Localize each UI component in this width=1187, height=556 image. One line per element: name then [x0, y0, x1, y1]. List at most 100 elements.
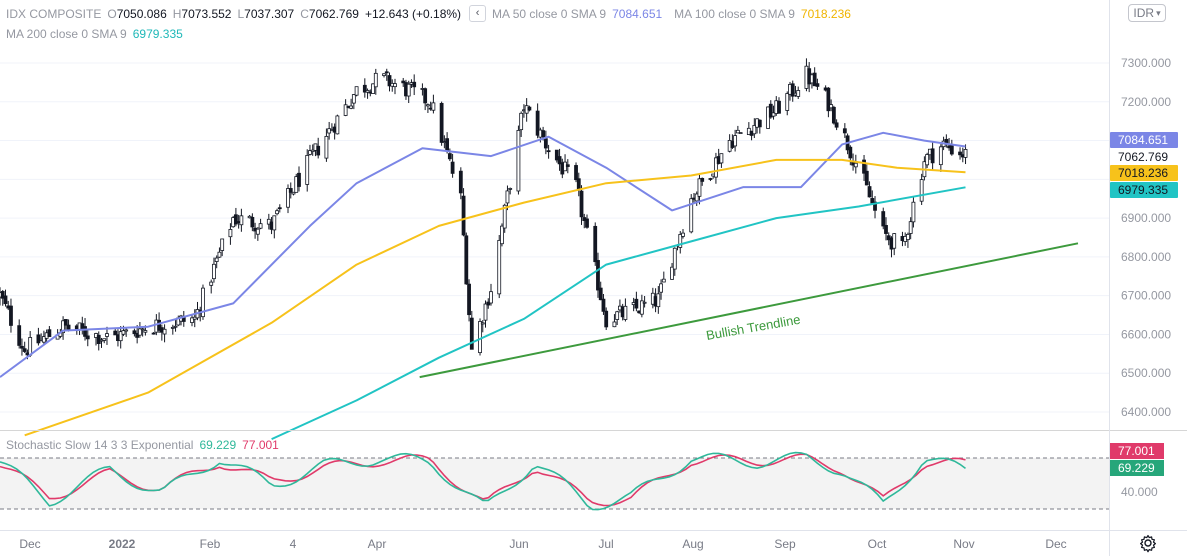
candle-body — [694, 193, 699, 202]
time-tick-label: Nov — [953, 537, 974, 551]
low-label: L — [237, 6, 245, 21]
ma200-label[interactable]: MA 200 close 0 SMA 9 — [6, 27, 127, 41]
candle-body — [672, 247, 677, 270]
candle-body — [661, 278, 666, 283]
candle-body — [423, 88, 428, 104]
stoch-d-badge — [1110, 443, 1164, 459]
candle-body — [938, 146, 943, 166]
candle-body — [697, 178, 702, 197]
ma200-badge-text: 6979.335 — [1118, 183, 1168, 197]
price-tick-label: 7300.000 — [1121, 56, 1171, 70]
candle-body — [137, 328, 142, 336]
time-tick-label: Aug — [682, 537, 703, 551]
time-tick-label: Apr — [368, 537, 387, 551]
stoch-band — [0, 458, 1109, 509]
change-value: +12.643 (+0.18%) — [364, 6, 462, 21]
candle-body — [574, 165, 578, 181]
candle-body — [881, 211, 886, 227]
candle-body — [678, 234, 683, 248]
candle-body — [906, 233, 910, 241]
candle-body — [670, 266, 674, 280]
price-tick-label: 6900.000 — [1121, 211, 1171, 225]
candle-body — [949, 144, 954, 155]
time-tick-label: Dec — [1045, 537, 1066, 551]
candle-body — [20, 345, 24, 349]
stoch-k-line[interactable] — [0, 451, 966, 511]
candle-body — [639, 300, 644, 315]
candle-body — [36, 334, 41, 344]
candle-body — [892, 233, 897, 249]
candle-body — [867, 186, 872, 198]
candle-body — [601, 298, 606, 312]
candle-body — [445, 138, 450, 152]
bullish-trendline[interactable] — [419, 242, 1079, 379]
candle-body — [382, 73, 386, 76]
candle-body — [83, 326, 87, 337]
candle-body — [439, 102, 444, 143]
ma50-value: 7084.651 — [612, 6, 663, 21]
candle-body — [63, 319, 68, 326]
candle-body — [209, 281, 214, 286]
time-tick-label: Feb — [200, 537, 221, 551]
close-value: 7062.769 — [308, 6, 359, 21]
ma200-line[interactable] — [271, 186, 966, 441]
candle-body — [239, 215, 244, 226]
ma50-label[interactable]: MA 50 close 0 SMA 9 — [492, 6, 607, 21]
price-tick-label: 7200.000 — [1121, 95, 1171, 109]
candle-body — [911, 201, 916, 223]
candle-body — [41, 336, 46, 343]
candle-body — [681, 232, 685, 237]
candle-body — [220, 238, 225, 251]
candle-body — [812, 72, 817, 87]
stoch-k-badge-text: 69.229 — [1118, 461, 1155, 475]
candle-body — [576, 178, 581, 191]
candle-body — [140, 328, 145, 331]
low-value: 7037.307 — [244, 6, 295, 21]
candle-body — [478, 321, 482, 354]
candle-body — [258, 223, 263, 229]
symbol-name[interactable]: IDX COMPOSITE — [6, 6, 102, 21]
candle-body — [121, 330, 126, 335]
candle-body — [925, 154, 930, 166]
ma50-line[interactable] — [0, 131, 966, 378]
candle-body — [365, 90, 370, 93]
ma100-line[interactable] — [24, 158, 966, 437]
candle-body — [310, 149, 315, 152]
currency-selector[interactable]: IDR ▾ — [1128, 4, 1166, 22]
candle-body — [557, 156, 562, 165]
ma200-legend: MA 200 close 0 SMA 9 6979.335 — [6, 27, 183, 41]
candle-body — [458, 170, 463, 194]
candle-body — [118, 331, 123, 342]
candle-body — [61, 320, 65, 334]
last-price-badge — [1110, 149, 1178, 165]
candle-body — [362, 84, 367, 93]
candle-body — [349, 105, 354, 109]
ma100-value: 7018.236 — [800, 6, 851, 21]
stoch-label[interactable]: Stochastic Slow 14 3 3 Exponential — [6, 438, 194, 452]
candle-body — [659, 283, 663, 293]
candle-body — [615, 311, 620, 320]
price-tick-label: 6800.000 — [1121, 250, 1171, 264]
candle-body — [401, 80, 406, 84]
candle-body — [958, 151, 962, 156]
candle-body — [908, 221, 913, 234]
candle-body — [829, 104, 834, 109]
gear-icon[interactable] — [1138, 533, 1158, 553]
ma100-label[interactable]: MA 100 close 0 SMA 9 — [674, 6, 795, 21]
candle-body — [598, 287, 603, 301]
candle-body — [834, 122, 839, 128]
candle-body — [343, 104, 348, 116]
chevron-left-icon[interactable]: ‹ — [469, 5, 487, 22]
candle-body — [201, 287, 205, 318]
candle-body — [255, 228, 260, 235]
candle-body — [151, 332, 156, 335]
candle-body — [870, 198, 875, 204]
candle-body — [80, 323, 85, 329]
candle-body — [0, 291, 5, 299]
candle-body — [66, 324, 71, 330]
candle-body — [335, 115, 340, 135]
time-tick-label: Jul — [598, 537, 613, 551]
candle-body — [497, 239, 502, 295]
candle-body — [714, 157, 718, 178]
